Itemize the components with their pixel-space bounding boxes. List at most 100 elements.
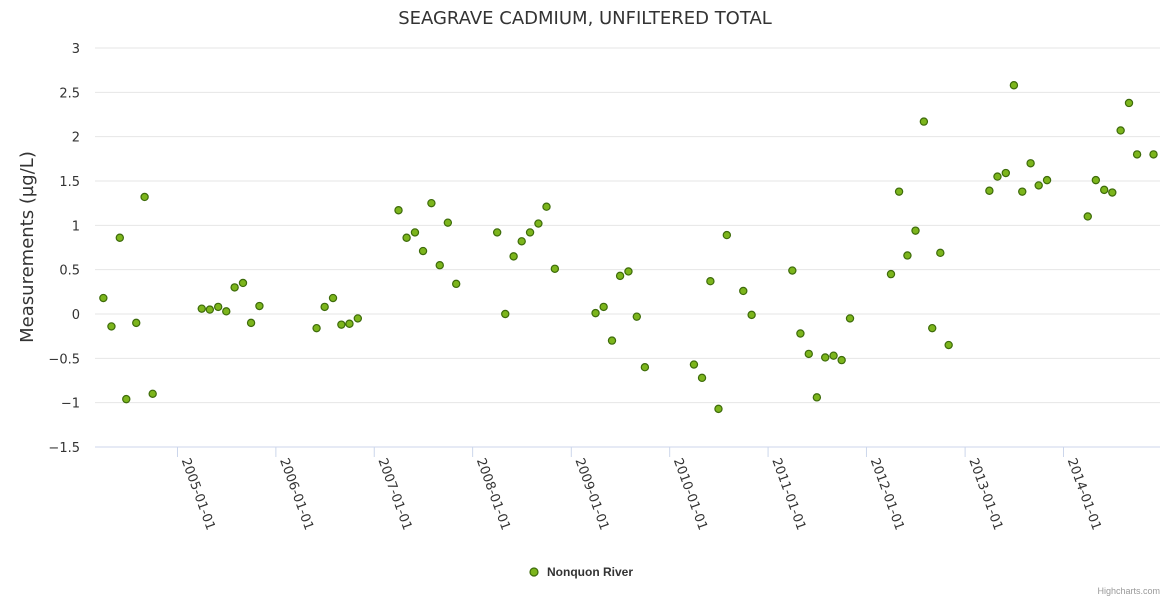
data-point[interactable]: [615, 271, 625, 281]
data-point[interactable]: [402, 233, 411, 242]
data-point[interactable]: [1149, 150, 1158, 159]
data-point[interactable]: [345, 319, 354, 328]
data-point[interactable]: [148, 389, 157, 398]
data-point[interactable]: [410, 228, 420, 237]
data-point[interactable]: [525, 228, 535, 237]
data-point[interactable]: [312, 323, 321, 333]
data-point[interactable]: [821, 353, 830, 362]
data-point[interactable]: [132, 318, 141, 328]
data-point[interactable]: [1116, 126, 1125, 135]
data-point[interactable]: [492, 228, 502, 237]
y-tick-label: 1.5: [59, 175, 80, 190]
data-point[interactable]: [599, 302, 608, 312]
data-point[interactable]: [714, 404, 723, 414]
data-point[interactable]: [255, 301, 264, 311]
data-point[interactable]: [1083, 212, 1092, 221]
data-point[interactable]: [115, 233, 124, 242]
data-point[interactable]: [747, 310, 756, 320]
data-point[interactable]: [1034, 181, 1043, 190]
data-point[interactable]: [246, 318, 256, 328]
data-point[interactable]: [451, 279, 461, 289]
data-point[interactable]: [443, 218, 453, 227]
data-point[interactable]: [1026, 159, 1035, 168]
data-point[interactable]: [509, 252, 518, 261]
data-point[interactable]: [99, 293, 108, 303]
data-point[interactable]: [238, 278, 248, 288]
y-axis-label: Measurements (µg/L): [17, 151, 38, 343]
data-point[interactable]: [804, 349, 813, 359]
data-point[interactable]: [534, 219, 543, 228]
x-tick-label: 2008-01-01: [473, 456, 513, 532]
data-point[interactable]: [197, 304, 206, 313]
data-point[interactable]: [837, 355, 846, 365]
data-point[interactable]: [936, 248, 945, 258]
data-point[interactable]: [812, 393, 822, 402]
data-point[interactable]: [632, 312, 641, 321]
legend-label[interactable]: Nonquon River: [547, 565, 633, 579]
data-point[interactable]: [739, 286, 748, 296]
data-point[interactable]: [140, 192, 149, 202]
y-tick-label: −0.5: [48, 352, 80, 367]
data-point[interactable]: [501, 309, 510, 319]
data-point[interactable]: [903, 251, 912, 260]
data-point[interactable]: [435, 261, 444, 270]
data-point[interactable]: [829, 351, 838, 360]
data-point[interactable]: [796, 329, 805, 338]
data-point[interactable]: [788, 266, 797, 275]
data-point[interactable]: [222, 307, 231, 316]
data-point[interactable]: [1124, 98, 1134, 108]
data-points: [99, 81, 1158, 414]
data-point[interactable]: [205, 305, 215, 314]
data-point[interactable]: [353, 314, 363, 323]
data-point[interactable]: [722, 230, 732, 240]
data-point[interactable]: [993, 172, 1002, 181]
data-point[interactable]: [1018, 187, 1027, 196]
legend[interactable]: Nonquon River: [529, 565, 633, 579]
data-point[interactable]: [394, 206, 403, 215]
data-point[interactable]: [1001, 168, 1011, 178]
data-point[interactable]: [640, 363, 650, 372]
data-point[interactable]: [944, 340, 953, 350]
chart-title: SEAGRAVE CADMIUM, UNFILTERED TOTAL: [398, 8, 772, 29]
data-point[interactable]: [1100, 185, 1109, 195]
y-tick-label: 1: [72, 219, 80, 234]
data-point[interactable]: [928, 323, 937, 333]
data-point[interactable]: [230, 283, 239, 292]
x-tick-label: 2010-01-01: [670, 456, 710, 532]
data-point[interactable]: [1009, 81, 1019, 90]
data-point[interactable]: [418, 246, 428, 256]
data-point[interactable]: [607, 336, 617, 345]
data-point[interactable]: [320, 302, 329, 312]
data-point[interactable]: [328, 293, 338, 303]
data-point[interactable]: [911, 226, 920, 235]
data-point[interactable]: [1108, 188, 1117, 197]
credits-link[interactable]: Highcharts.com: [1097, 586, 1160, 596]
data-point[interactable]: [550, 264, 560, 273]
data-point[interactable]: [1042, 175, 1052, 185]
y-tick-label: 2.5: [59, 86, 80, 101]
grid-lines: [95, 47, 1160, 404]
data-point[interactable]: [845, 314, 855, 323]
x-axis-ticks: 2005-01-01 2006-01-01 2007-01-01 2008-01-01…: [176, 447, 1104, 532]
data-point[interactable]: [122, 394, 131, 404]
data-point[interactable]: [542, 202, 551, 211]
data-point[interactable]: [591, 308, 600, 318]
data-point[interactable]: [697, 373, 707, 383]
data-point[interactable]: [689, 360, 699, 369]
x-tick-label: 2005-01-01: [178, 456, 218, 532]
data-point[interactable]: [337, 320, 346, 329]
data-point[interactable]: [213, 302, 223, 312]
x-tick-label: 2007-01-01: [374, 456, 414, 532]
data-point[interactable]: [886, 269, 896, 279]
data-point[interactable]: [427, 198, 436, 208]
data-point[interactable]: [985, 186, 994, 195]
data-point[interactable]: [107, 322, 116, 331]
data-point[interactable]: [517, 237, 526, 246]
data-point[interactable]: [624, 267, 633, 276]
data-point[interactable]: [1091, 175, 1101, 185]
data-point[interactable]: [706, 276, 715, 286]
data-point[interactable]: [919, 117, 929, 126]
x-tick-label: 2014-01-01: [1064, 456, 1104, 532]
data-point[interactable]: [1132, 150, 1142, 159]
data-point[interactable]: [894, 187, 904, 196]
